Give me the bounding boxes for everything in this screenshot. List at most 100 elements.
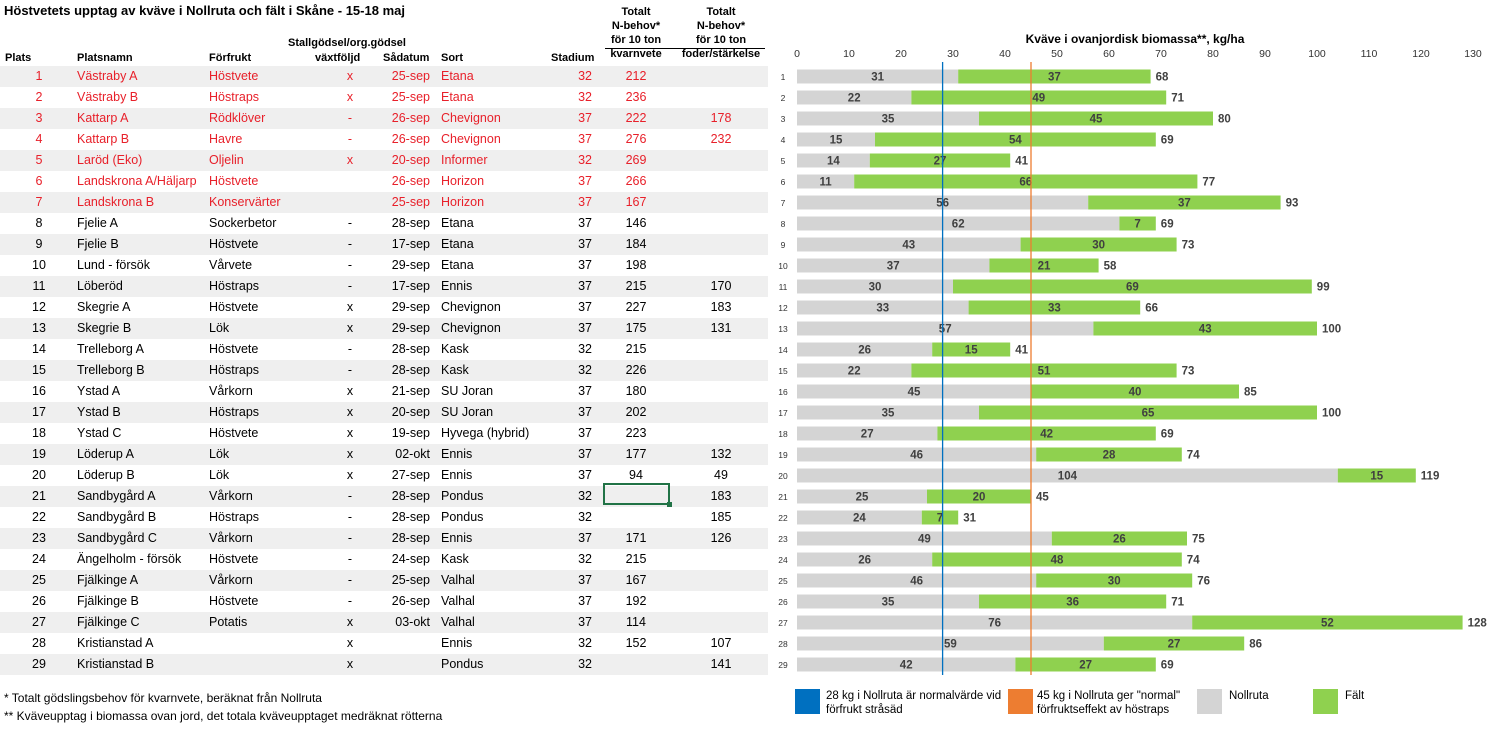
cell-sort[interactable]: Ennis [441,447,473,461]
cell-kvarn[interactable]: 177 [625,447,647,461]
cell-forfrukt[interactable]: Höstvete [209,342,259,356]
cell-plats[interactable]: 14 [32,342,46,356]
cell-foder[interactable]: 126 [710,531,732,545]
cell-sort[interactable]: Pondus [441,657,484,671]
cell-kvarn[interactable]: 215 [625,342,647,356]
cell-sort[interactable]: Etana [441,216,474,230]
cell-namn[interactable]: Västraby A [77,69,138,83]
cell-sadatum[interactable]: 26-sep [391,111,430,125]
cell-stadium[interactable]: 37 [578,615,592,629]
cell-sort[interactable]: Kask [441,552,469,566]
cell-sadatum[interactable]: 17-sep [391,237,430,251]
cell-foder[interactable]: 107 [710,636,732,650]
cell-sort[interactable]: Chevignon [441,300,501,314]
cell-foder[interactable]: 183 [710,300,732,314]
cell-forfrukt[interactable]: Potatis [209,615,248,629]
cell-stadium[interactable]: 32 [578,489,592,503]
cell-stadium[interactable]: 32 [578,342,592,356]
cell-sort[interactable]: Horizon [441,174,485,188]
cell-sort[interactable]: Etana [441,258,474,272]
cell-plats[interactable]: 3 [35,111,43,125]
cell-sort[interactable]: Ennis [441,636,473,650]
cell-sadatum[interactable]: 28-sep [391,531,430,545]
cell-stall[interactable]: x [346,90,354,104]
cell-stadium[interactable]: 37 [578,573,592,587]
cell-plats[interactable]: 2 [35,90,43,104]
cell-namn[interactable]: Lund - försök [77,258,150,272]
cell-stadium[interactable]: 32 [578,363,592,377]
cell-plats[interactable]: 11 [32,279,46,293]
cell-foder[interactable]: 141 [710,657,732,671]
cell-namn[interactable]: Löberöd [77,279,123,293]
cell-stadium[interactable]: 37 [578,300,592,314]
cell-stall[interactable]: x [346,657,354,671]
cell-plats[interactable]: 6 [35,174,43,188]
cell-sadatum[interactable]: 29-sep [391,300,430,314]
cell-sort[interactable]: SU Joran [441,384,494,398]
cell-namn[interactable]: Ängelholm - försök [77,552,182,566]
cell-plats[interactable]: 26 [32,594,46,608]
cell-stall[interactable]: x [346,426,354,440]
cell-kvarn[interactable]: 226 [625,363,647,377]
cell-stall[interactable]: - [347,552,353,566]
cell-kvarn[interactable]: 152 [625,636,647,650]
cell-stall[interactable]: - [347,216,353,230]
cell-stall[interactable]: x [346,405,354,419]
cell-sadatum[interactable]: 20-sep [391,153,430,167]
cell-stall[interactable]: - [347,279,353,293]
cell-stadium[interactable]: 37 [578,468,592,482]
cell-foder[interactable]: 131 [710,321,732,335]
cell-plats[interactable]: 19 [32,447,46,461]
cell-stall[interactable]: - [347,531,353,545]
cell-kvarn[interactable]: 180 [625,384,647,398]
cell-sadatum[interactable]: 28-sep [391,363,430,377]
cell-sort[interactable]: Pondus [441,489,484,503]
cell-sadatum[interactable]: 21-sep [391,384,430,398]
cell-namn[interactable]: Fjälkinge A [77,573,139,587]
cell-kvarn[interactable]: 167 [625,195,647,209]
cell-stall[interactable]: - [347,510,353,524]
cell-forfrukt[interactable]: Havre [209,132,243,146]
cell-namn[interactable]: Fjälkinge B [77,594,139,608]
cell-kvarn[interactable]: 215 [625,279,647,293]
cell-stall[interactable]: x [346,636,354,650]
cell-namn[interactable]: Kattarp B [77,132,130,146]
cell-forfrukt[interactable]: Vårkorn [209,531,253,545]
cell-stall[interactable]: x [346,69,354,83]
cell-kvarn[interactable]: 198 [625,258,647,272]
cell-sadatum[interactable]: 25-sep [391,69,430,83]
cell-namn[interactable]: Sandbygård C [77,531,157,545]
cell-sort[interactable]: Etana [441,90,474,104]
cell-plats[interactable]: 9 [35,237,43,251]
cell-sadatum[interactable]: 26-sep [391,594,430,608]
cell-stadium[interactable]: 32 [578,657,592,671]
cell-kvarn[interactable]: 175 [625,321,647,335]
cell-namn[interactable]: Laröd (Eko) [77,153,143,167]
cell-sort[interactable]: Hyvega (hybrid) [441,426,530,440]
cell-foder[interactable]: 170 [710,279,732,293]
cell-forfrukt[interactable]: Vårkorn [209,573,253,587]
cell-forfrukt[interactable]: Höstvete [209,237,259,251]
cell-foder[interactable]: 185 [710,510,732,524]
cell-sort[interactable]: Ennis [441,468,473,482]
cell-stadium[interactable]: 32 [578,90,592,104]
cell-forfrukt[interactable]: Sockerbetor [209,216,277,230]
cell-sort[interactable]: Informer [441,153,488,167]
cell-sort[interactable]: SU Joran [441,405,494,419]
selected-cell[interactable] [603,483,672,507]
cell-stall[interactable]: x [346,300,354,314]
cell-sort[interactable]: Ennis [441,531,473,545]
cell-namn[interactable]: Löderup A [77,447,134,461]
cell-stall[interactable]: x [346,384,354,398]
cell-stall[interactable]: x [346,468,354,482]
cell-kvarn[interactable]: 202 [625,405,647,419]
cell-sadatum[interactable]: 28-sep [391,489,430,503]
cell-stall[interactable]: - [347,363,353,377]
cell-plats[interactable]: 7 [35,195,43,209]
cell-sort[interactable]: Chevignon [441,321,501,335]
cell-sort[interactable]: Ennis [441,279,473,293]
cell-plats[interactable]: 10 [32,258,46,272]
cell-sort[interactable]: Etana [441,237,474,251]
cell-stall[interactable]: - [347,237,353,251]
cell-plats[interactable]: 24 [32,552,46,566]
